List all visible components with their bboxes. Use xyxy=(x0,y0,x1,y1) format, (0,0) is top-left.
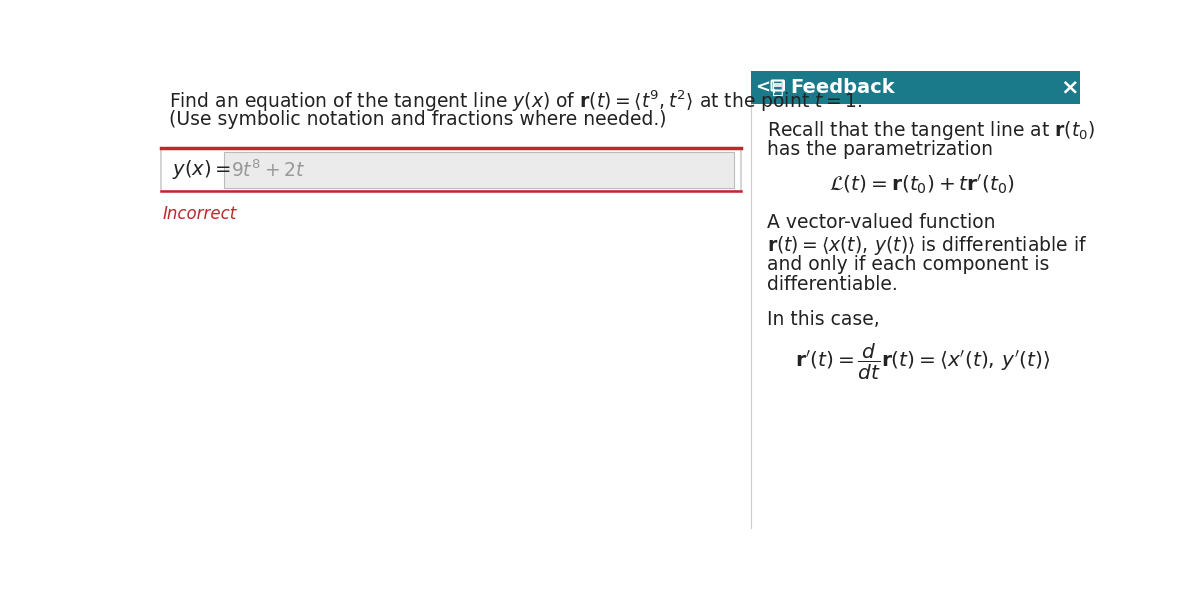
Text: Recall that the tangent line at $\mathbf{r}(t_0)$: Recall that the tangent line at $\mathbf… xyxy=(767,119,1094,142)
Bar xyxy=(224,152,734,188)
Bar xyxy=(161,148,740,191)
Text: differentiable.: differentiable. xyxy=(767,276,898,295)
Text: $\mathbf{r}'(t) = \dfrac{d}{dt}\mathbf{r}(t) = \langle x'(t),\, y'(t)\rangle$: $\mathbf{r}'(t) = \dfrac{d}{dt}\mathbf{r… xyxy=(794,342,1050,382)
Text: ⎙: ⎙ xyxy=(772,78,784,97)
Text: $\mathbf{r}(t) = \langle x(t),\, y(t)\rangle$ is differentiable if: $\mathbf{r}(t) = \langle x(t),\, y(t)\ra… xyxy=(767,234,1087,257)
Text: <: < xyxy=(755,78,769,96)
Text: Find an equation of the tangent line $y(x)$ of $\mathbf{r}(t) = \langle t^9, t^2: Find an equation of the tangent line $y(… xyxy=(169,89,863,113)
Bar xyxy=(150,71,751,529)
Text: ×: × xyxy=(1060,77,1079,97)
Text: Incorrect: Incorrect xyxy=(162,206,236,223)
Text: A vector-valued function: A vector-valued function xyxy=(767,213,996,232)
Text: and only if each component is: and only if each component is xyxy=(767,255,1049,274)
Text: Feedback: Feedback xyxy=(790,78,895,97)
Text: (Use symbolic notation and fractions where needed.): (Use symbolic notation and fractions whe… xyxy=(169,110,667,129)
Text: has the parametrization: has the parametrization xyxy=(767,140,992,159)
Text: In this case,: In this case, xyxy=(767,310,880,329)
Text: $9t^8 + 2t$: $9t^8 + 2t$ xyxy=(230,159,305,181)
Text: $y(x) =$: $y(x) =$ xyxy=(172,159,230,181)
Bar xyxy=(751,71,1080,529)
Text: $\mathcal{L}(t) = \mathbf{r}(t_0) + t\mathbf{r}'(t_0)$: $\mathcal{L}(t) = \mathbf{r}(t_0) + t\ma… xyxy=(829,173,1015,197)
Bar xyxy=(751,71,1080,103)
